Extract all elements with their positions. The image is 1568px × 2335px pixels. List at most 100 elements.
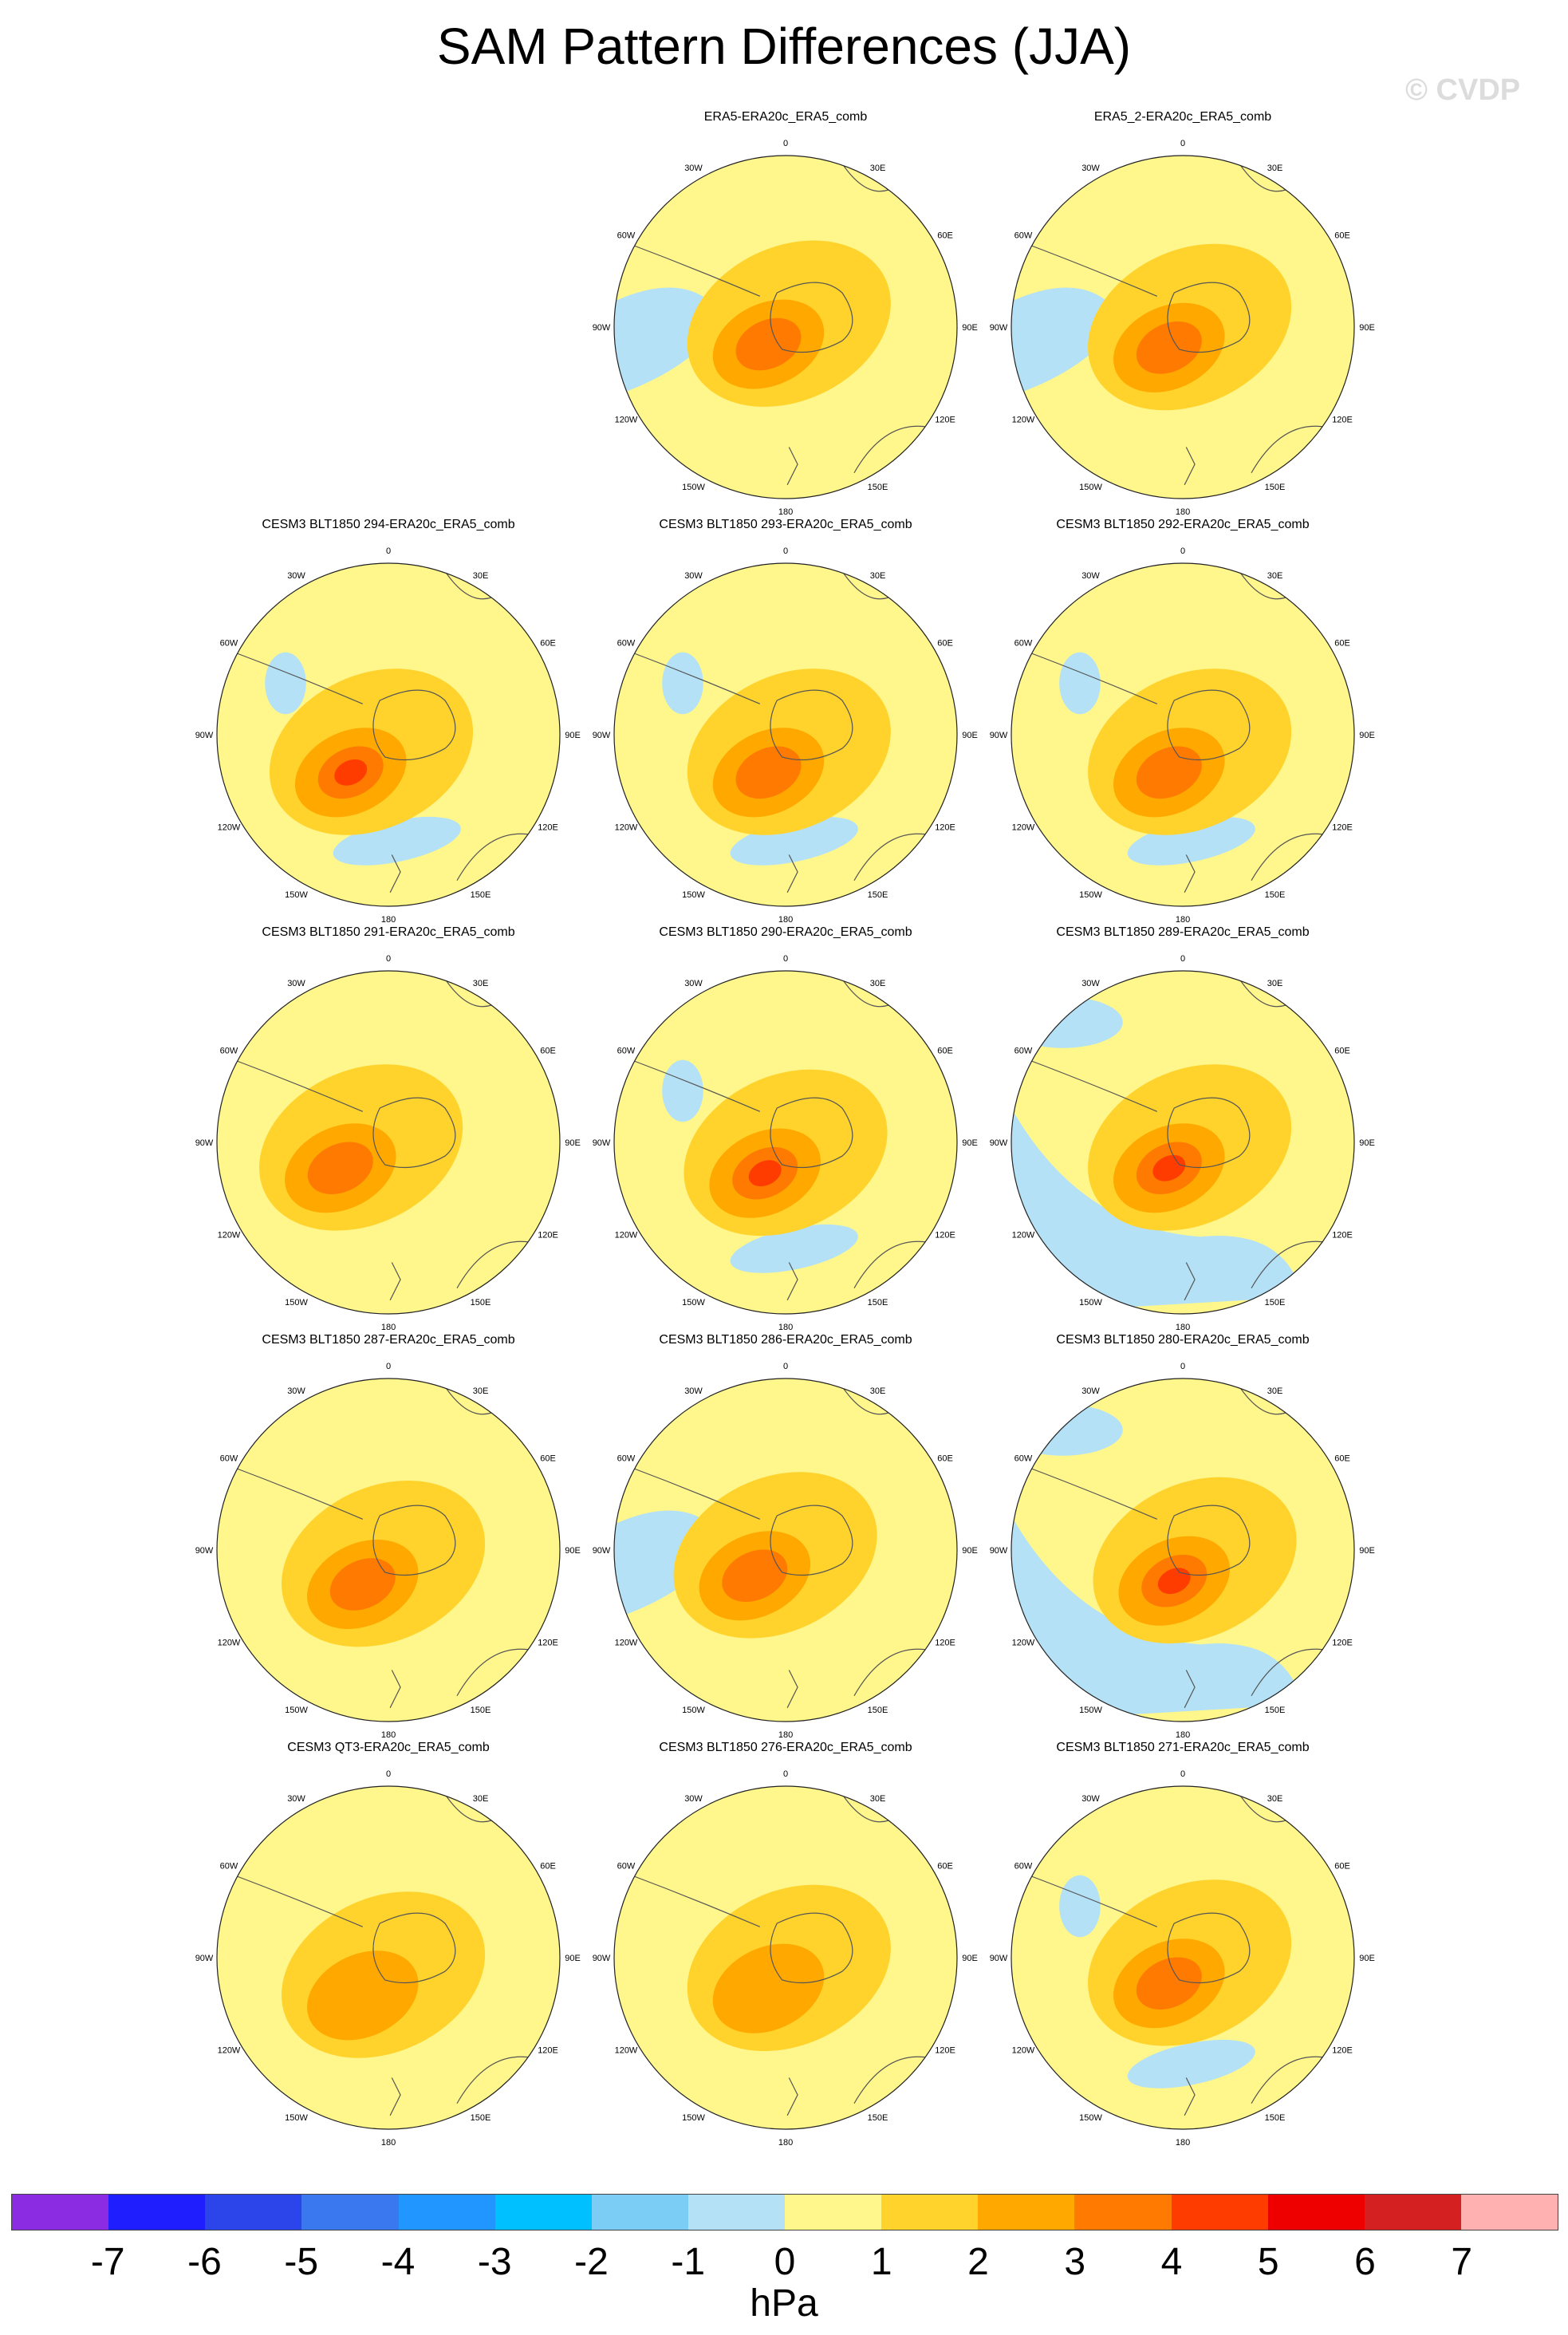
map-border	[1011, 1785, 1355, 2130]
map-border	[1011, 562, 1355, 907]
colorbar-swatch	[1364, 2195, 1461, 2230]
longitude-label: 90W	[195, 1138, 214, 1148]
panel-title: CESM3 BLT1850 293-ERA20c_ERA5_comb	[659, 518, 912, 531]
longitude-label: 60W	[617, 639, 636, 649]
longitude-label: 120E	[538, 823, 558, 833]
longitude-label: 30W	[1081, 571, 1100, 581]
positive-anomaly-contour-4	[334, 759, 368, 786]
colorbar-swatch	[301, 2195, 399, 2230]
colorbar-swatch	[1267, 2195, 1365, 2230]
longitude-label: 120E	[538, 2046, 558, 2056]
longitude-label: 60E	[1334, 1862, 1350, 1872]
longitude-label: 0	[783, 954, 788, 964]
longitude-label: 90E	[1359, 1954, 1375, 1963]
south-america-coastline	[622, 1463, 760, 1520]
longitude-label: 120W	[218, 1231, 241, 1240]
longitude-label: 120E	[935, 1639, 955, 1648]
longitude-label: 150W	[682, 483, 705, 492]
negative-anomaly-region	[1127, 816, 1255, 866]
longitude-label: 30E	[1267, 979, 1283, 988]
longitude-label: 60W	[1014, 231, 1033, 241]
longitude-label: 90W	[195, 1546, 214, 1556]
negative-anomaly-region	[730, 1224, 858, 1273]
antarctica-coastline	[1167, 1505, 1251, 1576]
longitude-label: 180	[381, 1323, 396, 1332]
positive-anomaly-contour-3	[307, 1142, 373, 1195]
longitude-label: 60W	[220, 1862, 238, 1872]
longitude-label: 150W	[1079, 483, 1102, 492]
negative-anomaly-region	[333, 816, 461, 866]
colorbar-tick-label: 0	[774, 2241, 796, 2283]
longitude-label: 60E	[540, 1454, 556, 1464]
colorbar-swatch	[205, 2195, 302, 2230]
negative-anomaly-region	[1059, 1875, 1101, 1938]
longitude-label: 30E	[870, 1794, 886, 1804]
longitude-label: 30E	[473, 1386, 489, 1396]
longitude-label: 90E	[565, 1546, 581, 1556]
positive-anomaly-contour-3	[735, 318, 802, 371]
longitude-label: 120E	[935, 1231, 955, 1240]
longitude-label: 150W	[1079, 1298, 1102, 1308]
longitude-label: 30W	[684, 979, 703, 988]
antarctica-coastline	[1167, 1097, 1251, 1169]
longitude-label: 0	[1180, 1362, 1185, 1371]
longitude-label: 150E	[868, 2113, 888, 2123]
map-border	[1011, 155, 1355, 499]
longitude-label: 150E	[1265, 890, 1286, 900]
longitude-label: 120E	[935, 2046, 955, 2056]
longitude-label: 60E	[1334, 1454, 1350, 1464]
panel-title: CESM3 BLT1850 292-ERA20c_ERA5_comb	[1056, 518, 1310, 531]
longitude-label: 60E	[540, 1862, 556, 1872]
longitude-label: 0	[1180, 139, 1185, 148]
longitude-label: 120E	[538, 1639, 558, 1648]
longitude-label: 30E	[473, 979, 489, 988]
longitude-label: 90W	[990, 731, 1008, 740]
longitude-label: 120W	[218, 823, 241, 833]
longitude-label: 60E	[937, 639, 953, 649]
longitude-label: 30E	[870, 571, 886, 581]
polar-map: 0 30E 60E 90E 120E 150E 180 150W 120W 90W 60W 30W	[593, 1769, 978, 2148]
longitude-label: 90E	[1359, 731, 1375, 740]
longitude-label: 120W	[615, 1231, 638, 1240]
longitude-label: 30E	[1267, 1794, 1283, 1804]
longitude-label: 120W	[1012, 2046, 1035, 2056]
south-america-coastline	[622, 648, 760, 704]
longitude-label: 90W	[990, 1954, 1008, 1963]
panel-title: CESM3 BLT1850 276-ERA20c_ERA5_comb	[659, 1741, 912, 1754]
longitude-label: 180	[1176, 2138, 1190, 2148]
colorbar-tick-label: -7	[90, 2241, 125, 2283]
new-zealand-coastline	[389, 1670, 401, 1709]
colorbar-tick-label: -6	[187, 2241, 222, 2283]
longitude-label: 0	[386, 546, 391, 556]
longitude-label: 30E	[870, 1386, 886, 1396]
panel-title: CESM3 QT3-ERA20c_ERA5_comb	[287, 1741, 490, 1754]
new-zealand-coastline	[1184, 447, 1196, 486]
polar-map: 0 30E 60E 90E 120E 150E 180 150W 120W 90W 60W 30W	[195, 1362, 581, 1740]
polar-map: 0 30E 60E 90E 120E 150E 180 150W 120W 90W 60W 30W	[990, 954, 1375, 1332]
positive-anomaly-contour-2	[307, 1950, 419, 2041]
panel-title: CESM3 BLT1850 286-ERA20c_ERA5_comb	[659, 1333, 912, 1347]
longitude-label: 120W	[615, 823, 638, 833]
longitude-label: 120E	[935, 416, 955, 425]
longitude-label: 90W	[195, 731, 214, 740]
longitude-label: 150E	[471, 1298, 491, 1308]
longitude-label: 180	[1176, 507, 1190, 517]
longitude-label: 150W	[285, 890, 308, 900]
longitude-label: 60E	[937, 1047, 953, 1056]
negative-anomaly-region	[730, 816, 858, 866]
new-zealand-coastline	[1184, 1670, 1196, 1709]
longitude-label: 120W	[1012, 1639, 1035, 1648]
longitude-label: 120E	[1332, 823, 1353, 833]
negative-anomaly-region	[1011, 996, 1123, 1048]
polar-map: 0 30E 60E 90E 120E 150E 180 150W 120W 90W 60W 30W	[195, 954, 581, 1332]
longitude-label: 90E	[565, 1954, 581, 1963]
colorbar-tick-label: -3	[477, 2241, 512, 2283]
longitude-label: 180	[778, 507, 793, 517]
longitude-label: 90E	[565, 1138, 581, 1148]
longitude-label: 60E	[937, 231, 953, 241]
antarctica-coastline	[1167, 689, 1251, 761]
positive-anomaly-contour-2	[712, 1943, 825, 2033]
antarctica-coastline	[1167, 282, 1251, 353]
colorbar-labels: -7 -6 -5 -4 -3 -2 -1 0 1 2 3 4 5 6 7	[0, 2240, 1568, 2288]
longitude-label: 90E	[1359, 323, 1375, 333]
